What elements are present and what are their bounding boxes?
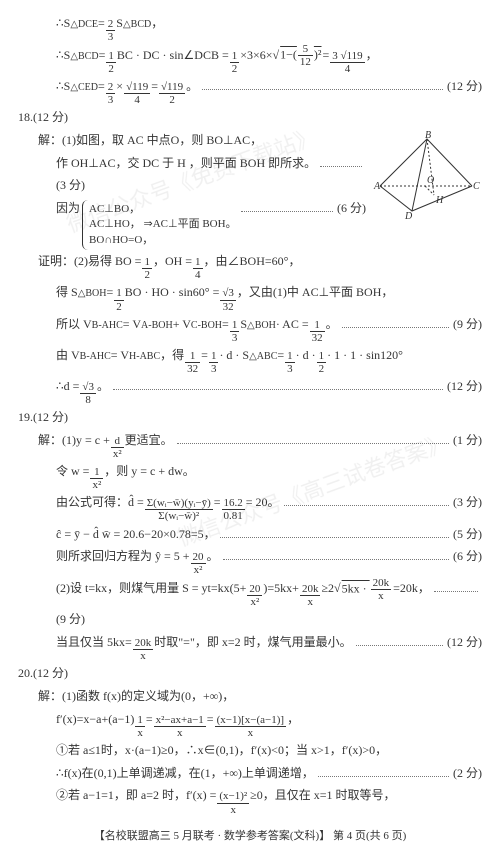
text-line: ∴f(x)在(0,1)上单调递减，在(1，+∞)上单调递增，(2 分) — [18, 762, 482, 785]
text-line: 因为 AC⊥BO，AC⊥HO， ⇒AC⊥平面 BOH。BO∩HO=O， (6 分… — [18, 197, 366, 250]
eq-line: 由公式可得：d̂ = Σ(wᵢ−w̄)(yᵢ−ȳ)Σ(wᵢ−w̄)² = 16.… — [18, 491, 482, 522]
eq-line: ĉ = ȳ − d̂ w̄ = 20.6−20×0.78=5，(5 分) — [18, 523, 482, 546]
eq-line: ∴d = √38 。(12 分) — [18, 375, 482, 406]
svg-text:H: H — [435, 195, 444, 206]
page-footer: 【名校联盟高三 5 月联考 · 数学参考答案(文科)】 第 4 页(共 6 页) — [18, 826, 482, 847]
text-line: 解：(1)函数 f(x)的定义域为(0，+∞)， — [18, 685, 482, 708]
problem-head: 19.(12 分) — [18, 406, 482, 429]
eq-line: ∴S△BCD = 12 BC · DC · sin∠DCB = 12 ×3×6×… — [18, 43, 482, 75]
eq-line: 令 w = 1x² ，则 y = c + dw。 — [18, 460, 482, 491]
problem-head: 20.(12 分) — [18, 662, 482, 685]
text-line: 作 OH⊥AC，交 DC 于 H ，则平面 BOH 即所求。(3 分) — [18, 152, 366, 198]
svg-text:B: B — [425, 131, 431, 141]
eq-line: ∴S△DCE = 23 S△BCD， — [18, 12, 482, 43]
text-line: ①若 a≤1时，x·(a−1)≥0，∴x∈(0,1)，f′(x)<0；当 x>1… — [18, 739, 482, 762]
tetrahedron-diagram: A B C D O H — [372, 131, 482, 221]
problem-head: 18.(12 分) — [18, 106, 482, 129]
svg-text:A: A — [373, 181, 381, 192]
text-line: 解：(1)如图，取 AC 中点O，则 BO⊥AC， — [18, 129, 366, 152]
eq-line: 当且仅当 5kx=20kx 时取"="，即 x=2 时，煤气用量最小。(12 分… — [18, 631, 482, 662]
eq-line: 由 VB-AHC = VH-ABC ，得132 = 13 · d · S△ABC… — [18, 344, 482, 375]
eq-line: 证明：(2)易得 BO = 12 ，OH = 14 ，由∠BOH=60°， — [18, 250, 482, 281]
eq-line: ∴S△CED = 23 × √1194 = √1192 。 (12 分) — [18, 75, 482, 106]
eq-line: 所以 VB-AHC = VA-BOH + VC-BOH = 13 S△BOH ·… — [18, 313, 482, 344]
eq-line: 则所求回归方程为 ŷ = 5 + 20x² 。(6 分) — [18, 545, 482, 576]
eq-line: 得 S△BOH = 12 BO · HO · sin60° = √332 ，又由… — [18, 281, 482, 312]
svg-text:D: D — [404, 211, 413, 221]
svg-text:C: C — [473, 181, 480, 192]
svg-text:O: O — [427, 175, 434, 186]
eq-line: (2)设 t=kx，则煤气用量 S = yt=kx(5+20x² )=5kx+2… — [18, 577, 482, 631]
eq-line: 解：(1)y = c + dx² 更适宜。(1 分) — [18, 429, 482, 460]
eq-line: f′(x)=x−a+(a−1)1x = x²−ax+a−1x = (x−1)[x… — [18, 708, 482, 739]
eq-line: ②若 a−1=1，即 a=2 时，f′(x) = (x−1)²x ≥0，且仅在 … — [18, 784, 482, 815]
